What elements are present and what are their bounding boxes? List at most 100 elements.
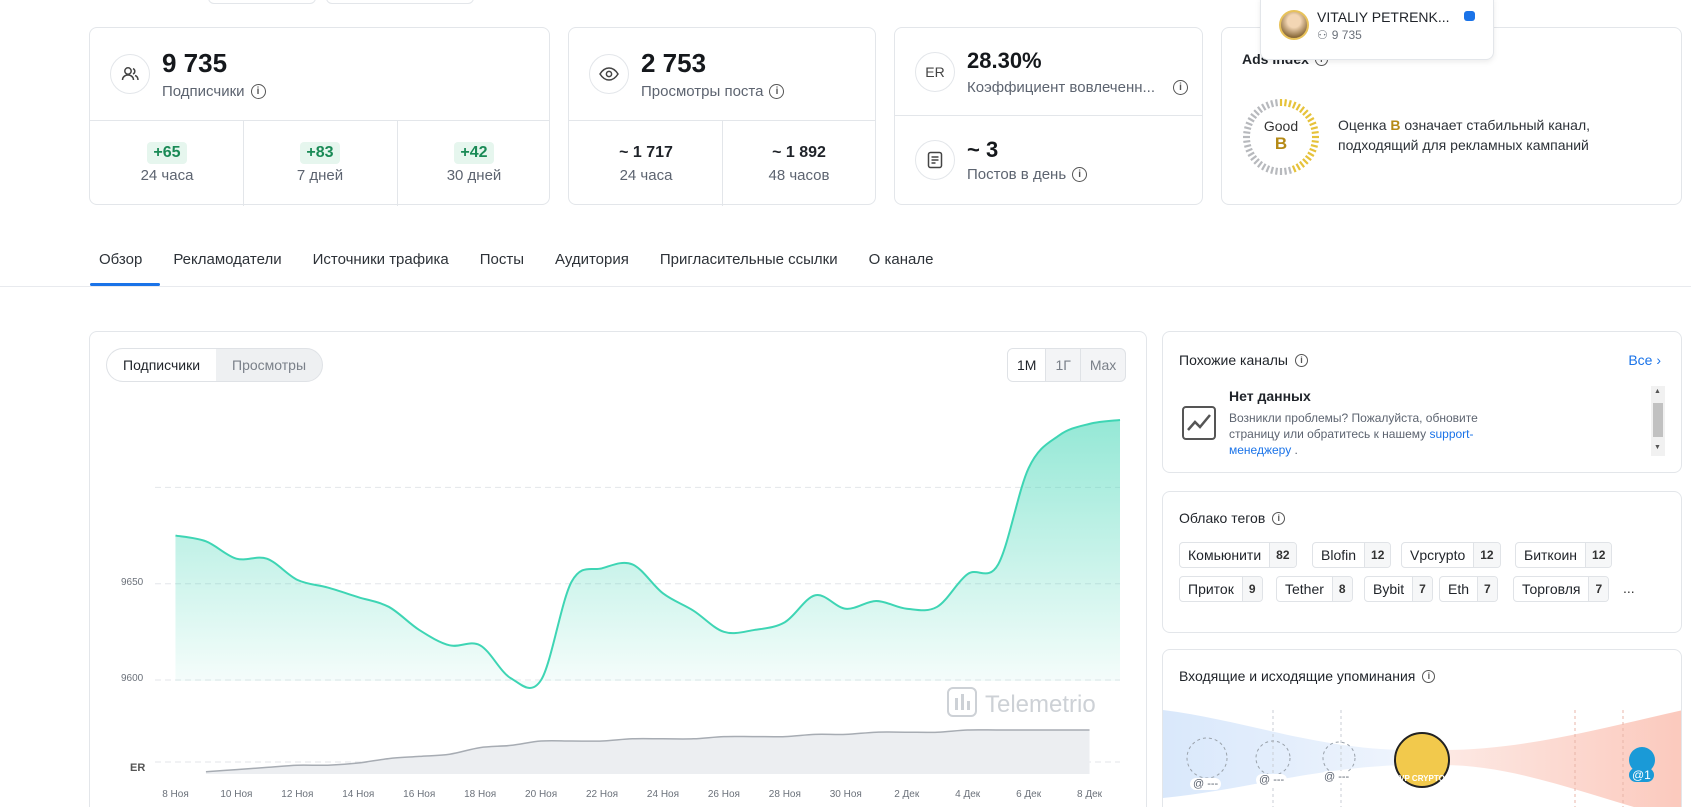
gauge-tick [1311,130,1319,135]
mention-label: @ --- [1190,778,1222,790]
gauge-tick [1309,147,1317,153]
x-tick-label: 26 Ноя [707,789,740,800]
gauge-tick [1274,99,1279,107]
mentions-card: Входящие и исходящие упоминания i @ --- @… [1162,649,1682,807]
subscribers-label: Подписчики i [162,83,266,100]
profile-card[interactable]: VITALIY PETRENK... ⚇ 9 735 [1260,0,1494,60]
tag[interactable]: Vpcrypto 12 [1401,542,1501,568]
mention-label: @ --- [1321,771,1353,783]
avatar [1279,10,1309,40]
x-tick-label: 28 Ноя [768,789,801,800]
profile-name: VITALIY PETRENK... [1317,9,1450,25]
users-icon [110,54,150,94]
tab-invite-links[interactable]: Пригласительные ссылки [659,251,838,268]
tab-advertisers[interactable]: Рекламодатели [173,251,282,268]
delta-7d: +83 7 дней [296,142,344,184]
gauge-tick [1283,99,1288,107]
info-icon[interactable]: i [1295,353,1308,367]
tag[interactable]: Приток 9 [1179,576,1263,602]
y-tick-label: 9650 [121,576,144,588]
er-value: 28.30% [967,48,1042,73]
info-icon[interactable]: i [1072,167,1088,182]
gauge-tick [1247,117,1255,123]
info-icon[interactable]: i [1422,669,1436,683]
tab-about[interactable]: О канале [868,251,934,268]
info-icon[interactable]: i [1272,511,1286,525]
mentions-title: Входящие и исходящие упоминания i [1179,668,1436,684]
tab-traffic-sources[interactable]: Источники трафика [312,251,449,268]
er-icon: ER [915,52,955,92]
metric-views[interactable]: Просмотры [232,357,307,373]
gauge-tick [1309,121,1317,127]
metric-subscribers[interactable]: Подписчики [107,349,217,381]
views-label: Просмотры поста i [641,83,785,100]
mentions-flow [1163,710,1681,807]
more-tags[interactable]: ... [1623,580,1635,596]
views-48h: ~ 1 892 48 часов [768,144,830,184]
x-tick-label: 6 Дек [1016,789,1042,800]
gauge-tick [1302,109,1309,116]
tag[interactable]: Tether 8 [1276,576,1353,602]
gauge-tick [1311,139,1319,144]
gauge-tick [1256,160,1264,168]
gauge-tick [1310,143,1318,148]
gauge-tick [1265,165,1271,173]
all-link[interactable]: Все › [1628,352,1661,368]
tag[interactable]: Биткоин 12 [1515,542,1613,568]
tab-overview[interactable]: Обзор [88,248,162,286]
gauge-tick [1291,165,1297,173]
tag[interactable]: Eth 7 [1439,576,1498,602]
x-tick-label: 14 Ноя [342,789,375,800]
tab-audience[interactable]: Аудитория [554,251,629,268]
x-tick-label: 20 Ноя [525,789,558,800]
x-tick-label: 8 Ноя [162,789,189,800]
range-toggle: 1M 1Г Max [1007,348,1127,382]
er-area [205,729,1090,774]
gauge-tick [1244,126,1252,131]
gauge-tick [1291,101,1297,109]
metric-toggle: Подписчики Просмотры [106,348,324,382]
tab-bar: Обзор Рекламодатели Источники трафика По… [88,248,953,286]
views-24h: ~ 1 717 24 часа [619,144,673,184]
gauge-tick [1283,167,1288,175]
gauge-tick [1270,100,1275,108]
gauge-tick [1304,154,1312,162]
subscribers-line [175,419,1121,689]
empty-title: Нет данных [1229,388,1311,404]
gauge-tick [1287,166,1292,174]
similar-channels-card: Похожие каналы i Все › Нет данных Возникл… [1162,331,1682,473]
x-tick-label: 8 Дек [1077,789,1103,800]
tag[interactable]: Комьюнити 82 [1179,542,1297,568]
info-icon[interactable]: i [769,84,785,99]
info-icon[interactable]: i [250,84,266,99]
scrollbar[interactable]: ▲ ▼ [1651,386,1665,456]
tag[interactable]: Blofin 12 [1312,542,1392,568]
info-icon[interactable]: i [1173,80,1189,95]
x-tick-label: 16 Ноя [403,789,436,800]
mention-label: @1 [1629,768,1654,782]
tag[interactable]: Торговля 7 [1513,576,1610,602]
views-card: 2 753 Просмотры поста i ~ 1 717 24 часа ~ … [568,27,876,206]
gauge-tick [1245,121,1253,127]
range-1m[interactable]: 1M [1008,349,1046,381]
gauge-tick [1274,167,1279,175]
range-max[interactable]: Max [1079,349,1125,381]
range-1y[interactable]: 1Г [1045,349,1079,381]
x-tick-label: 18 Ноя [464,789,497,800]
gauge-tick [1298,160,1306,168]
gauge-tick [1247,151,1255,157]
gauge-tick [1245,147,1253,153]
tag[interactable]: Bybit 7 [1364,576,1433,602]
subscribers-area [175,420,1120,688]
gauge-tick [1261,103,1267,111]
bot-icon [1464,11,1475,21]
support-link[interactable]: support-менеджеру [1229,427,1474,457]
profile-subscribers: ⚇ 9 735 [1317,28,1362,42]
gauge-tick [1250,112,1258,120]
tab-posts[interactable]: Посты [479,251,524,268]
x-tick-label: 30 Ноя [829,789,862,800]
gauge-tick [1253,109,1260,116]
grade-letter: B [1274,134,1288,153]
gauge-tick [1302,158,1309,165]
gauge-tick [1243,139,1251,144]
